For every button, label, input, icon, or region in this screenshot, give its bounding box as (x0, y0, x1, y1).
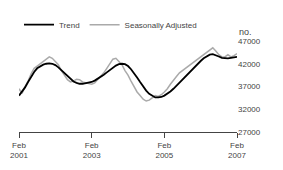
svg-text:37000: 37000 (238, 82, 261, 91)
svg-text:Feb2005: Feb2005 (155, 141, 173, 160)
svg-text:32000: 32000 (238, 105, 261, 114)
svg-text:Trend: Trend (59, 21, 80, 30)
svg-text:Feb2001: Feb2001 (10, 141, 28, 160)
svg-text:Feb2007: Feb2007 (228, 141, 246, 160)
svg-text:no.: no. (239, 27, 252, 37)
svg-text:47000: 47000 (238, 37, 261, 46)
svg-text:27000: 27000 (238, 128, 261, 137)
svg-text:Seasonally Adjusted: Seasonally Adjusted (125, 21, 197, 30)
svg-text:42000: 42000 (238, 60, 261, 69)
svg-text:Feb2003: Feb2003 (83, 141, 101, 160)
